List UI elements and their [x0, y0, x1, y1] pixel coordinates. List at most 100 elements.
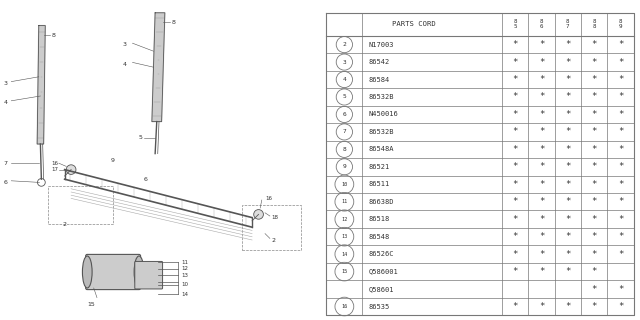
Ellipse shape [83, 256, 92, 288]
Text: *: * [539, 180, 544, 189]
Text: 8
9: 8 9 [619, 19, 622, 29]
Text: 13: 13 [181, 273, 188, 278]
Text: 2: 2 [342, 42, 346, 47]
Text: 5: 5 [342, 94, 346, 100]
Text: *: * [513, 110, 518, 119]
Text: 7: 7 [342, 129, 346, 134]
Text: *: * [591, 267, 597, 276]
Text: *: * [565, 145, 570, 154]
Text: 86526C: 86526C [369, 251, 394, 257]
Text: 86518: 86518 [369, 216, 390, 222]
Text: *: * [565, 197, 570, 206]
Text: *: * [539, 40, 544, 49]
Text: *: * [591, 92, 597, 101]
Text: 4: 4 [342, 77, 346, 82]
Text: 86521: 86521 [369, 164, 390, 170]
Text: 86511: 86511 [369, 181, 390, 187]
Text: 3: 3 [123, 42, 127, 47]
Text: *: * [618, 162, 623, 171]
Polygon shape [37, 26, 45, 144]
Text: 7: 7 [3, 161, 7, 166]
Text: *: * [618, 110, 623, 119]
Text: 15: 15 [87, 301, 95, 307]
Text: 86535: 86535 [369, 303, 390, 309]
Text: N17003: N17003 [369, 42, 394, 48]
Text: 8: 8 [172, 20, 175, 25]
Text: *: * [591, 40, 597, 49]
Text: 15: 15 [341, 269, 348, 274]
Bar [243, 205, 301, 250]
Text: *: * [513, 145, 518, 154]
Text: *: * [565, 162, 570, 171]
Text: *: * [513, 75, 518, 84]
FancyBboxPatch shape [86, 254, 141, 290]
Text: 14: 14 [341, 252, 348, 257]
Text: *: * [618, 250, 623, 259]
Text: *: * [513, 92, 518, 101]
Text: 2: 2 [271, 237, 275, 243]
Text: 86542: 86542 [369, 59, 390, 65]
Bar [49, 186, 113, 224]
Text: *: * [618, 215, 623, 224]
Text: Q58601: Q58601 [369, 286, 394, 292]
Text: 86638D: 86638D [369, 199, 394, 205]
Text: 18: 18 [271, 215, 278, 220]
Text: 86532B: 86532B [369, 129, 394, 135]
Text: 13: 13 [341, 234, 348, 239]
Circle shape [253, 210, 264, 219]
Text: *: * [618, 40, 623, 49]
Text: *: * [591, 162, 597, 171]
Text: *: * [618, 302, 623, 311]
Text: *: * [539, 232, 544, 241]
Text: 9: 9 [342, 164, 346, 169]
Text: *: * [539, 215, 544, 224]
Text: *: * [565, 40, 570, 49]
Text: *: * [591, 180, 597, 189]
Text: *: * [591, 284, 597, 293]
Text: 4: 4 [123, 61, 127, 67]
Text: 9: 9 [111, 157, 115, 163]
Text: *: * [591, 58, 597, 67]
Text: 16: 16 [265, 196, 272, 201]
Text: *: * [618, 232, 623, 241]
Text: *: * [513, 267, 518, 276]
Text: *: * [618, 75, 623, 84]
Text: *: * [539, 197, 544, 206]
Text: 3: 3 [3, 81, 7, 86]
Text: *: * [618, 284, 623, 293]
Text: 8: 8 [52, 33, 56, 38]
Text: *: * [591, 302, 597, 311]
Text: *: * [591, 215, 597, 224]
Text: 6: 6 [3, 180, 7, 185]
Text: *: * [591, 250, 597, 259]
Text: 8: 8 [342, 147, 346, 152]
Text: 8
7: 8 7 [566, 19, 570, 29]
Polygon shape [152, 13, 165, 122]
Text: 86548: 86548 [369, 234, 390, 240]
Text: *: * [565, 267, 570, 276]
Text: *: * [565, 215, 570, 224]
Text: 4: 4 [3, 100, 7, 105]
Text: *: * [591, 75, 597, 84]
FancyBboxPatch shape [135, 261, 163, 289]
Text: *: * [513, 162, 518, 171]
Text: *: * [565, 110, 570, 119]
Text: *: * [565, 250, 570, 259]
Text: *: * [565, 58, 570, 67]
Text: *: * [539, 75, 544, 84]
Text: *: * [591, 127, 597, 136]
Text: *: * [618, 145, 623, 154]
Text: *: * [539, 250, 544, 259]
Circle shape [67, 165, 76, 174]
Text: 10: 10 [181, 282, 188, 287]
Text: *: * [513, 197, 518, 206]
Text: 17: 17 [51, 167, 58, 172]
Text: PARTS CORD: PARTS CORD [392, 21, 436, 27]
Text: 8
5: 8 5 [513, 19, 517, 29]
Text: 14: 14 [181, 292, 188, 297]
Text: *: * [513, 40, 518, 49]
Text: 12: 12 [341, 217, 348, 222]
Text: 8
8: 8 8 [593, 19, 596, 29]
Text: 2: 2 [63, 221, 67, 227]
Text: 12: 12 [181, 266, 188, 271]
